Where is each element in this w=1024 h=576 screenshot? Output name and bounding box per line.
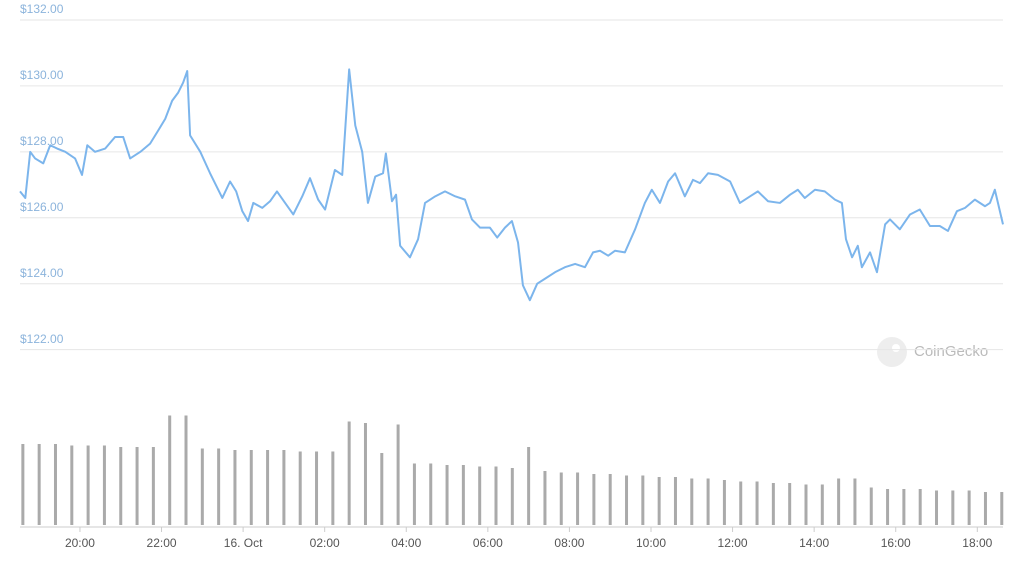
y-tick-label: $132.00 xyxy=(20,2,64,16)
volume-bar xyxy=(70,445,74,525)
volume-bar xyxy=(37,444,41,525)
x-tick-label: 16:00 xyxy=(881,536,911,550)
volume-bar xyxy=(527,447,531,525)
y-tick-label: $128.00 xyxy=(20,134,64,148)
watermark: CoinGecko xyxy=(914,343,988,360)
volume-bar xyxy=(967,490,971,525)
volume-bar xyxy=(771,483,775,525)
volume-bar xyxy=(282,450,286,525)
volume-bar xyxy=(461,465,465,525)
volume-bar xyxy=(935,490,939,525)
x-tick-label: 12:00 xyxy=(718,536,748,550)
volume-bar xyxy=(151,447,155,525)
x-tick-label: 08:00 xyxy=(554,536,584,550)
volume-bar xyxy=(168,415,172,525)
volume-bar xyxy=(380,453,384,525)
volume-bar xyxy=(184,415,188,525)
volume-bar xyxy=(983,492,987,525)
volume-bar xyxy=(820,484,824,525)
volume-bar xyxy=(429,463,433,525)
volume-bar xyxy=(1000,492,1004,525)
volume-bar xyxy=(853,478,857,525)
x-tick-label: 10:00 xyxy=(636,536,666,550)
volume-bar xyxy=(722,480,726,525)
volume-bar xyxy=(559,472,563,525)
volume-bar xyxy=(233,450,237,525)
volume-bar xyxy=(625,475,629,525)
volume-bar xyxy=(200,448,204,525)
volume-bar xyxy=(396,424,400,525)
volume-bar xyxy=(706,478,710,525)
volume-bar xyxy=(951,490,955,525)
x-tick-label: 18:00 xyxy=(962,536,992,550)
volume-bar xyxy=(543,471,547,525)
volume-bar xyxy=(869,487,873,525)
volume-bar xyxy=(298,451,302,525)
x-tick-label: 06:00 xyxy=(473,536,503,550)
x-tick-label: 04:00 xyxy=(391,536,421,550)
x-tick-label: 20:00 xyxy=(65,536,95,550)
volume-bar xyxy=(804,484,808,525)
price-line xyxy=(19,68,1004,302)
volume-bar xyxy=(347,421,351,525)
volume-bar xyxy=(739,481,743,525)
volume-bar xyxy=(102,445,106,525)
volume-bar xyxy=(494,466,498,525)
volume-bar xyxy=(673,477,677,525)
volume-bar xyxy=(576,472,580,525)
volume-bar xyxy=(837,478,841,525)
volume-bar xyxy=(135,447,139,525)
y-tick-label: $124.00 xyxy=(20,266,64,280)
volume-bar xyxy=(363,423,367,525)
watermark-logo xyxy=(877,337,907,367)
y-tick-label: $126.00 xyxy=(20,200,64,214)
volume-bar xyxy=(918,489,922,525)
volume-bar xyxy=(886,489,890,525)
volume-bar xyxy=(592,474,596,525)
volume-bar xyxy=(478,466,482,525)
volume-bar xyxy=(902,489,906,525)
volume-bar xyxy=(331,451,335,525)
volume-bar xyxy=(788,483,792,525)
volume-bar xyxy=(266,450,270,525)
volume-bar xyxy=(608,474,612,525)
volume-bar xyxy=(755,481,759,525)
volume-bar xyxy=(21,444,25,525)
volume-bar xyxy=(217,448,221,525)
volume-bar xyxy=(412,463,416,525)
volume-bar xyxy=(119,447,123,525)
volume-bar xyxy=(690,478,694,525)
x-tick-label: 02:00 xyxy=(310,536,340,550)
x-tick-label: 22:00 xyxy=(147,536,177,550)
volume-bar xyxy=(53,444,57,525)
volume-bar xyxy=(315,451,319,525)
volume-bar xyxy=(510,468,514,525)
volume-bar xyxy=(86,445,90,525)
x-tick-label: 16. Oct xyxy=(224,536,263,550)
x-tick-label: 14:00 xyxy=(799,536,829,550)
volume-bar xyxy=(249,450,253,525)
volume-bar xyxy=(445,465,449,525)
y-tick-label: $130.00 xyxy=(20,68,64,82)
y-tick-label: $122.00 xyxy=(20,332,64,346)
volume-bar xyxy=(657,477,661,525)
volume-bar xyxy=(641,475,645,525)
